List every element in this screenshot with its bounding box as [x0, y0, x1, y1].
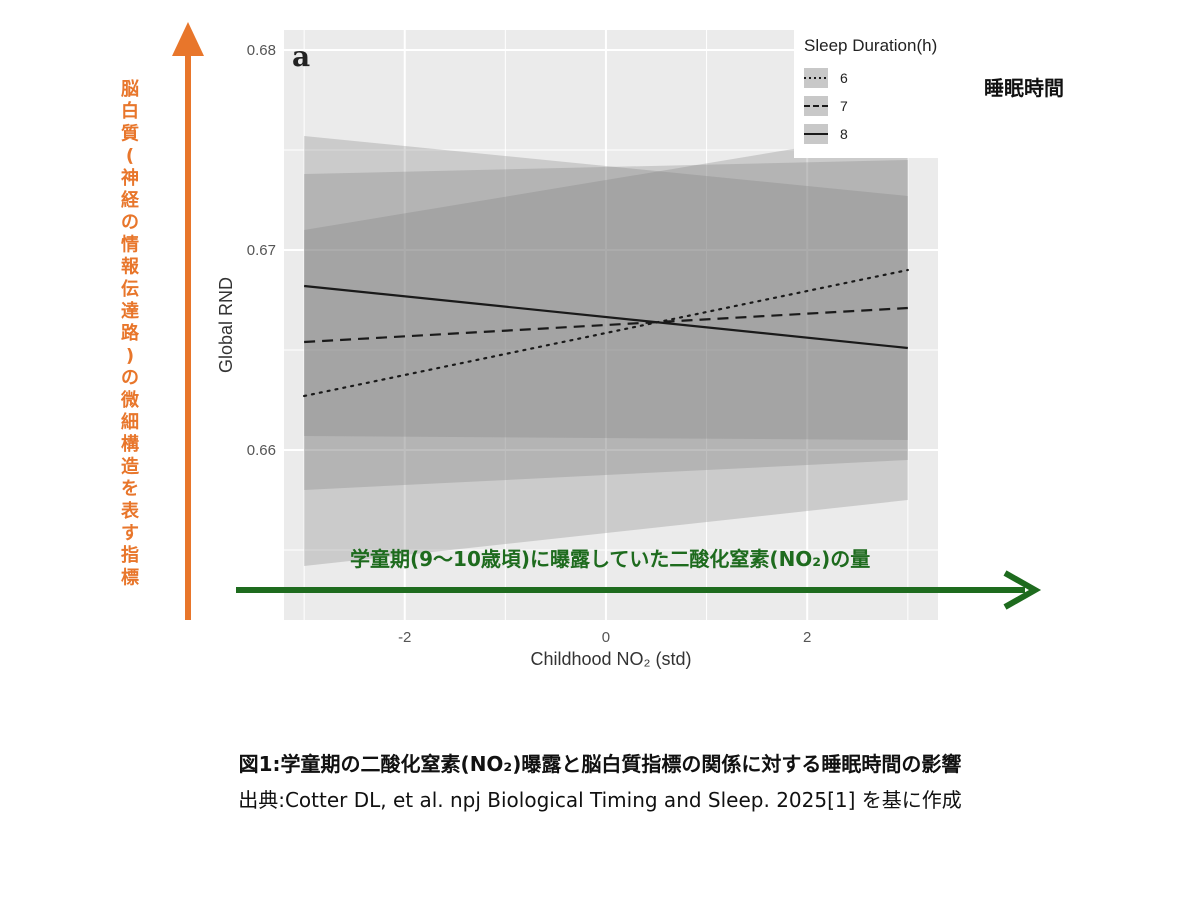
series-lines — [303, 268, 909, 398]
legend-title: Sleep Duration(h) — [804, 36, 937, 55]
legend-label: 7 — [840, 98, 848, 114]
chart: -2 0 2 0.66 0.67 0.68 a Childhood NO₂ (std) G… — [120, 22, 1064, 669]
x-tick-label: -2 — [398, 629, 411, 646]
y-arrow-annotation: 脳白質(神経の情報伝達路)の微細構造を表す指標 — [120, 79, 140, 588]
ci-band-sleep-6 — [304, 130, 908, 566]
x-axis-title: Childhood NO₂ (std) — [530, 649, 691, 669]
y-tick-label: 0.68 — [247, 42, 276, 59]
sleep-duration-annotation: 睡眠時間 — [984, 76, 1064, 100]
legend-label: 8 — [840, 126, 848, 142]
y-axis-title: Global RND — [216, 277, 236, 373]
y-indicator-arrow — [172, 22, 204, 620]
series-line-sleep-6 — [303, 268, 909, 398]
series-line-sleep-7 — [304, 306, 908, 344]
x-indicator-arrow — [236, 570, 1042, 610]
tick-labels: -2 0 2 0.66 0.67 0.68 — [247, 42, 812, 646]
figure-caption-source: 出典:Cotter DL, et al. npj Biological Timi… — [238, 788, 962, 812]
x-arrow-head — [1003, 570, 1042, 610]
grid — [284, 30, 938, 620]
y-tick-label: 0.66 — [247, 442, 276, 459]
legend: Sleep Duration(h) 6 7 8 — [794, 30, 974, 158]
confidence-bands — [304, 130, 908, 566]
y-arrow-head — [172, 22, 204, 56]
x-arrow-annotation: 学童期(9～10歳頃)に曝露していた二酸化窒素(NO₂)の量 — [350, 547, 870, 571]
panel-letter: a — [292, 40, 310, 73]
ci-band-sleep-7 — [304, 160, 908, 490]
x-tick-label: 0 — [602, 629, 610, 646]
figure-caption-title: 図1:学童期の二酸化窒素(NO₂)曝露と脳白質指標の関係に対する睡眠時間の影響 — [238, 752, 962, 776]
x-tick-label: 2 — [803, 629, 811, 646]
legend-label: 6 — [840, 70, 848, 86]
series-line-sleep-8 — [304, 284, 908, 350]
y-tick-label: 0.67 — [247, 242, 276, 259]
